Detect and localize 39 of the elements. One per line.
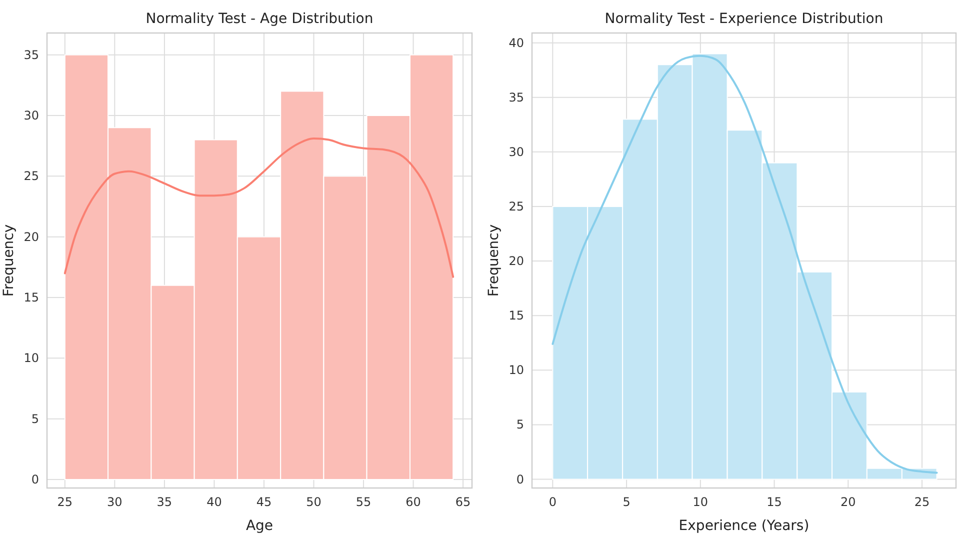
y-tick-label: 25 [24,169,39,184]
x-tick-label: 0 [548,495,557,509]
y-tick-label: 25 [508,199,524,214]
y-tick-label: 30 [508,144,524,159]
x-axis-title: Experience (Years) [678,518,810,534]
chart-title: Normality Test - Experience Distribution [604,11,884,27]
y-tick-label: 20 [24,230,39,244]
x-tick-label: 25 [914,495,930,509]
x-tick-label: 30 [107,495,122,509]
chart-title: Normality Test - Age Distribution [146,11,374,27]
y-tick-label: 15 [24,290,39,305]
y-tick-label: 0 [516,472,524,486]
x-tick-label: 15 [766,495,782,509]
y-tick-label: 5 [516,418,524,432]
x-tick-label: 25 [57,495,73,509]
x-axis-title: Age [246,518,274,534]
x-tick-label: 50 [306,495,322,509]
y-tick-label: 30 [24,108,39,123]
y-tick-label: 5 [31,412,39,426]
x-tick-label: 40 [206,495,222,509]
x-tick-label: 45 [256,495,272,509]
x-tick-label: 55 [356,495,372,509]
x-tick-label: 5 [622,495,630,509]
y-tick-label: 10 [508,363,524,378]
y-tick-label: 35 [508,90,524,104]
y-tick-label: 15 [508,308,524,323]
y-axis-title: Frequency [486,224,502,297]
y-axis-title: Frequency [1,224,17,297]
y-tick-label: 40 [508,36,524,50]
line-series [64,138,454,278]
y-tick-label: 35 [24,48,39,62]
x-tick-label: 20 [840,495,856,509]
x-tick-label: 65 [455,495,471,509]
y-tick-label: 20 [508,254,524,268]
x-tick-label: 35 [156,495,172,509]
x-tick-label: 10 [692,495,708,509]
y-tick-label: 0 [31,472,39,487]
y-tick-label: 10 [24,351,39,366]
x-tick-label: 60 [406,495,421,509]
